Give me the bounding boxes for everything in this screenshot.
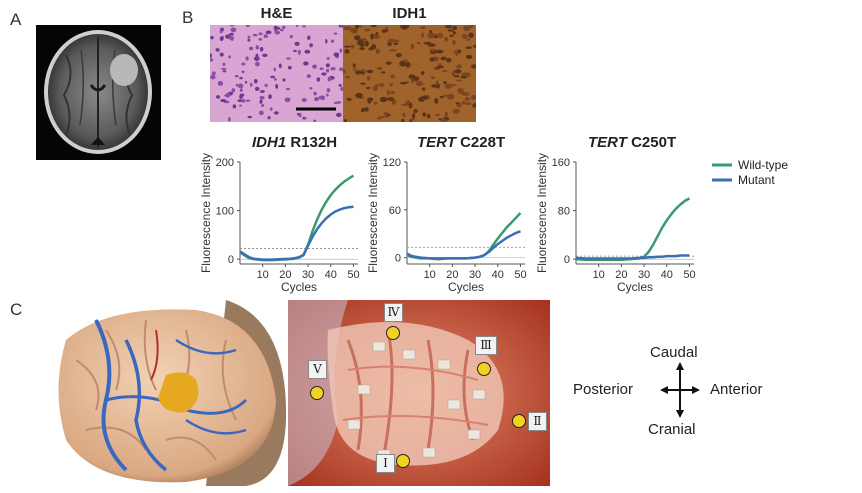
x-tick-label: 30 — [469, 269, 481, 281]
marker-label-iii: Ⅲ — [475, 336, 497, 355]
idh1-image — [343, 25, 476, 122]
x-tick-label: 10 — [257, 269, 269, 281]
x-tick-label: 20 — [615, 269, 627, 281]
x-tick-label: 30 — [302, 269, 314, 281]
series-mutant-line — [575, 254, 690, 260]
chart-title-tert-c228t: TERT C228T — [417, 134, 506, 151]
y-axis-label: Fluorescence Intensity — [366, 153, 380, 273]
y-tick-label: 160 — [552, 157, 570, 169]
y-tick-label: 80 — [558, 206, 570, 218]
panel-label-b: B — [182, 8, 194, 27]
series-wild-type-line — [406, 212, 522, 261]
x-tick-label: 40 — [661, 269, 673, 281]
y-tick-label: 0 — [395, 253, 401, 265]
y-tick-label: 0 — [564, 254, 570, 266]
chart-legend: Wild-type Mutant — [712, 158, 832, 194]
marker-dot-iv — [386, 326, 400, 340]
series-wild-type-line — [575, 197, 691, 262]
x-tick-label: 20 — [279, 269, 291, 281]
legend-wild-type: Wild-type — [738, 158, 789, 172]
x-tick-label: 10 — [424, 269, 436, 281]
series-wild-type-line — [239, 174, 355, 262]
x-tick-label: 50 — [514, 269, 526, 281]
y-tick-label: 60 — [389, 205, 401, 217]
compass-caudal: Caudal — [650, 344, 698, 361]
chart-title-idh1: IDH1 R132H — [252, 134, 338, 151]
x-tick-label: 50 — [683, 269, 695, 281]
compass-arrows-icon — [660, 362, 700, 418]
x-axis-label: Cycles — [281, 280, 317, 294]
marker-dot-v — [310, 386, 324, 400]
y-tick-label: 200 — [216, 157, 234, 169]
chart-title-tert-c250t: TERT C250T — [588, 134, 677, 151]
he-image — [210, 25, 343, 122]
compass-anterior: Anterior — [710, 381, 763, 398]
intraoperative-photo — [288, 300, 550, 486]
mri-image — [36, 25, 161, 160]
x-tick-label: 20 — [446, 269, 458, 281]
chart-tert-c250t: 0 80 160 10 20 30 40 50 Cycles Fluorescence Inten… — [535, 153, 696, 294]
x-axis-label: Cycles — [617, 280, 653, 294]
compass-cranial: Cranial — [648, 421, 696, 438]
idh1-label: IDH1 — [392, 5, 427, 22]
x-tick-label: 30 — [638, 269, 650, 281]
x-tick-label: 50 — [347, 269, 359, 281]
marker-label-i: Ⅰ — [376, 454, 395, 473]
marker-label-ii: Ⅱ — [528, 412, 547, 431]
y-tick-label: 100 — [216, 206, 234, 218]
y-tick-label: 120 — [383, 157, 401, 169]
x-tick-label: 10 — [593, 269, 605, 281]
x-axis-label: Cycles — [448, 280, 484, 294]
series-mutant-line — [239, 205, 354, 261]
panel-label-c: C — [10, 300, 23, 319]
y-axis-label: Fluorescence Intensity — [199, 153, 213, 273]
marker-dot-ii — [512, 414, 526, 428]
he-label: H&E — [260, 5, 293, 22]
marker-label-v: Ⅴ — [308, 360, 327, 379]
marker-label-iv: Ⅳ — [384, 303, 403, 322]
y-axis-label: Fluorescence Intensity — [535, 153, 549, 273]
x-tick-label: 40 — [492, 269, 504, 281]
series-mutant-line — [406, 230, 521, 260]
marker-dot-i — [396, 454, 410, 468]
legend-mutant: Mutant — [738, 173, 775, 187]
chart-idh1-r132h: 0 100 200 10 20 30 40 50 Cycles Fluorescence Inte… — [199, 153, 360, 294]
chart-tert-c228t: 0 60 120 10 20 30 40 50 Cycles Fluorescence Inten… — [366, 153, 527, 294]
brain-3d-render — [46, 300, 288, 486]
marker-dot-iii — [477, 362, 491, 376]
x-tick-label: 40 — [325, 269, 337, 281]
panel-label-a: A — [10, 10, 22, 29]
compass-posterior: Posterior — [573, 381, 634, 398]
y-tick-label: 0 — [228, 254, 234, 266]
